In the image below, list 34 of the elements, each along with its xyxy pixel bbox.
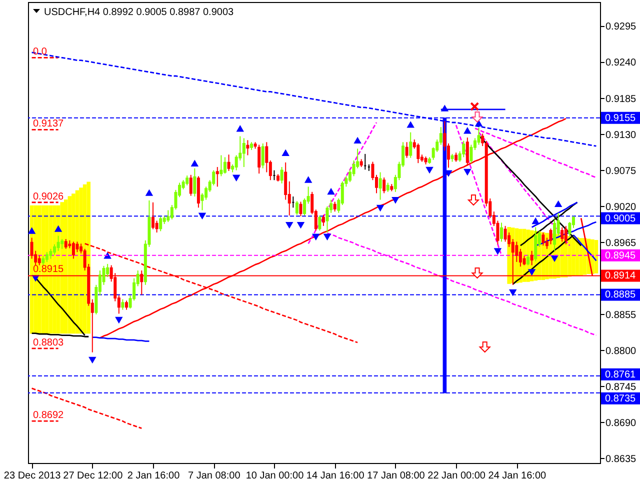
ref-line-label: 0.8735 xyxy=(605,393,636,404)
ref-line-label: 0.9005 xyxy=(605,213,636,224)
annotation: 0.9137 xyxy=(33,118,64,130)
chart-title: USDCHF,H4 0.8992 0.9005 0.8987 0.9003 xyxy=(44,7,234,18)
y-tick-label: 0.9075 xyxy=(606,166,637,177)
x-tick-label: 24 Jan 16:00 xyxy=(488,470,547,480)
x-tick-label: 7 Jan 08:00 xyxy=(188,470,241,480)
y-tick-label: 0.8965 xyxy=(606,238,637,249)
y-tick-label: 0.9295 xyxy=(606,22,637,33)
y-tick-label: 0.9130 xyxy=(606,130,637,141)
y-tick-label: 0.8855 xyxy=(606,310,637,321)
ref-line-label: 0.9155 xyxy=(605,112,636,124)
x-tick-label: 22 Jan 00:00 xyxy=(428,470,486,480)
y-tick-label: 0.9020 xyxy=(606,202,637,213)
annotation: 0.8803 xyxy=(33,337,64,348)
y-tick-label: 0.8800 xyxy=(606,346,637,357)
ref-line-label: 0.8761 xyxy=(605,369,636,380)
x-tick-label: 27 Dec 12:00 xyxy=(63,470,124,480)
y-tick-label: 0.9185 xyxy=(606,94,637,105)
ref-line-label: 0.8914 xyxy=(605,270,636,282)
annotation: 0.9026 xyxy=(33,191,64,202)
x-tick-label: 10 Jan 00:00 xyxy=(246,470,304,480)
x-tick-label: 23 Dec 2013 xyxy=(4,470,62,480)
x-tick-label: 2 Jan 16:00 xyxy=(127,470,180,480)
ref-line-label: 0.8945 xyxy=(605,250,636,262)
x-tick-label: 17 Jan 08:00 xyxy=(367,470,426,480)
y-tick-label: 0.9240 xyxy=(606,58,637,69)
annotation: 0.8692 xyxy=(33,410,64,422)
y-tick-label: 0.8745 xyxy=(606,382,637,393)
annotation: 0.8915 xyxy=(33,264,64,276)
y-tick-label: 0.8690 xyxy=(606,418,637,429)
ref-line-label: 0.8885 xyxy=(605,290,636,301)
x-tick-label: 14 Jan 16:00 xyxy=(306,470,365,480)
y-tick-label: 0.8635 xyxy=(606,454,637,465)
